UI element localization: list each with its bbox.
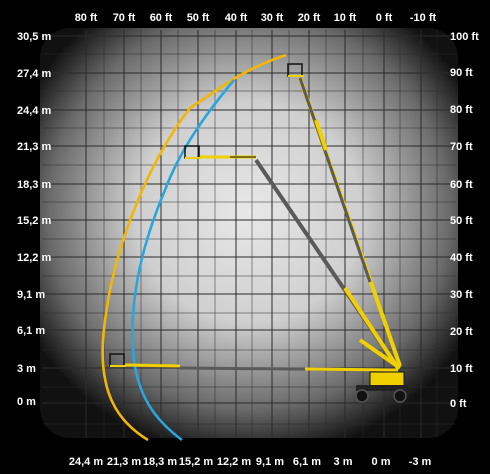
top-axis-label: 40 ft bbox=[225, 12, 248, 24]
bottom-axis-label: 3 m bbox=[334, 456, 353, 468]
bottom-axis-label: 0 m bbox=[372, 456, 391, 468]
boom-horizontal-position bbox=[109, 338, 402, 372]
left-axis-label: 9,1 m bbox=[17, 289, 45, 301]
top-axis-label: 70 ft bbox=[113, 12, 136, 24]
top-axis-label: 30 ft bbox=[261, 12, 284, 24]
right-axis-label: 50 ft bbox=[450, 215, 473, 227]
top-axis-label: 0 ft bbox=[376, 12, 393, 24]
wheel bbox=[355, 389, 369, 403]
left-axis-label: 3 m bbox=[17, 363, 36, 375]
right-axis-label: 10 ft bbox=[450, 363, 473, 375]
right-axis-label: 60 ft bbox=[450, 179, 473, 191]
top-axis-label: 20 ft bbox=[298, 12, 321, 24]
right-axis-label: 40 ft bbox=[450, 252, 473, 264]
left-axis-label: 30,5 m bbox=[17, 31, 51, 43]
right-axis-label: 30 ft bbox=[450, 289, 473, 301]
right-axis-label: 70 ft bbox=[450, 141, 473, 153]
left-axis-label: 24,4 m bbox=[17, 105, 51, 117]
machine-chassis bbox=[355, 371, 408, 403]
left-axis-label: 27,4 m bbox=[17, 68, 51, 80]
inner-envelope-curve bbox=[131, 79, 236, 442]
bottom-axis-label: 21,3 m bbox=[107, 456, 141, 468]
bottom-axis-label: 24,4 m bbox=[69, 456, 103, 468]
right-axis-label: 90 ft bbox=[450, 67, 473, 79]
bottom-axis: 24,4 m 21,3 m 18,3 m 15,2 m 12,2 m 9,1 m… bbox=[69, 456, 432, 468]
left-axis-label: 6,1 m bbox=[17, 325, 45, 337]
right-axis-label: 80 ft bbox=[450, 104, 473, 116]
bottom-axis-label: 12,2 m bbox=[217, 456, 251, 468]
top-axis-label: 50 ft bbox=[187, 12, 210, 24]
outer-envelope-curve bbox=[101, 53, 287, 442]
bottom-axis-label: 6,1 m bbox=[293, 456, 321, 468]
left-axis-label: 21,3 m bbox=[17, 141, 51, 153]
bottom-axis-label: 9,1 m bbox=[256, 456, 284, 468]
top-axis-label: 80 ft bbox=[75, 12, 98, 24]
top-axis: 80 ft 70 ft 60 ft 50 ft 40 ft 30 ft 20 f… bbox=[75, 12, 437, 24]
bottom-axis-label: 18,3 m bbox=[143, 456, 177, 468]
left-axis-label: 12,2 m bbox=[17, 252, 51, 264]
wheel bbox=[393, 389, 407, 403]
plot-background bbox=[40, 28, 458, 438]
top-axis-label: 60 ft bbox=[150, 12, 173, 24]
left-axis: 30,5 m 27,4 m 24,4 m 21,3 m 18,3 m 15,2 … bbox=[17, 31, 51, 408]
top-axis-label: 10 ft bbox=[334, 12, 357, 24]
left-axis-label: 15,2 m bbox=[17, 215, 51, 227]
left-axis-label: 0 m bbox=[17, 396, 36, 408]
right-axis-label: 20 ft bbox=[450, 326, 473, 338]
right-axis-label: 100 ft bbox=[450, 31, 479, 43]
boom-up-over-position bbox=[184, 145, 400, 370]
right-axis-label: 0 ft bbox=[450, 398, 467, 410]
bottom-axis-label: 15,2 m bbox=[179, 456, 213, 468]
left-axis-label: 18,3 m bbox=[17, 179, 51, 191]
right-axis: 100 ft 90 ft 80 ft 70 ft 60 ft 50 ft 40 … bbox=[450, 31, 479, 410]
bottom-axis-label: -3 m bbox=[409, 456, 432, 468]
boom-vertical-position bbox=[287, 63, 402, 367]
top-axis-label: -10 ft bbox=[410, 12, 437, 24]
